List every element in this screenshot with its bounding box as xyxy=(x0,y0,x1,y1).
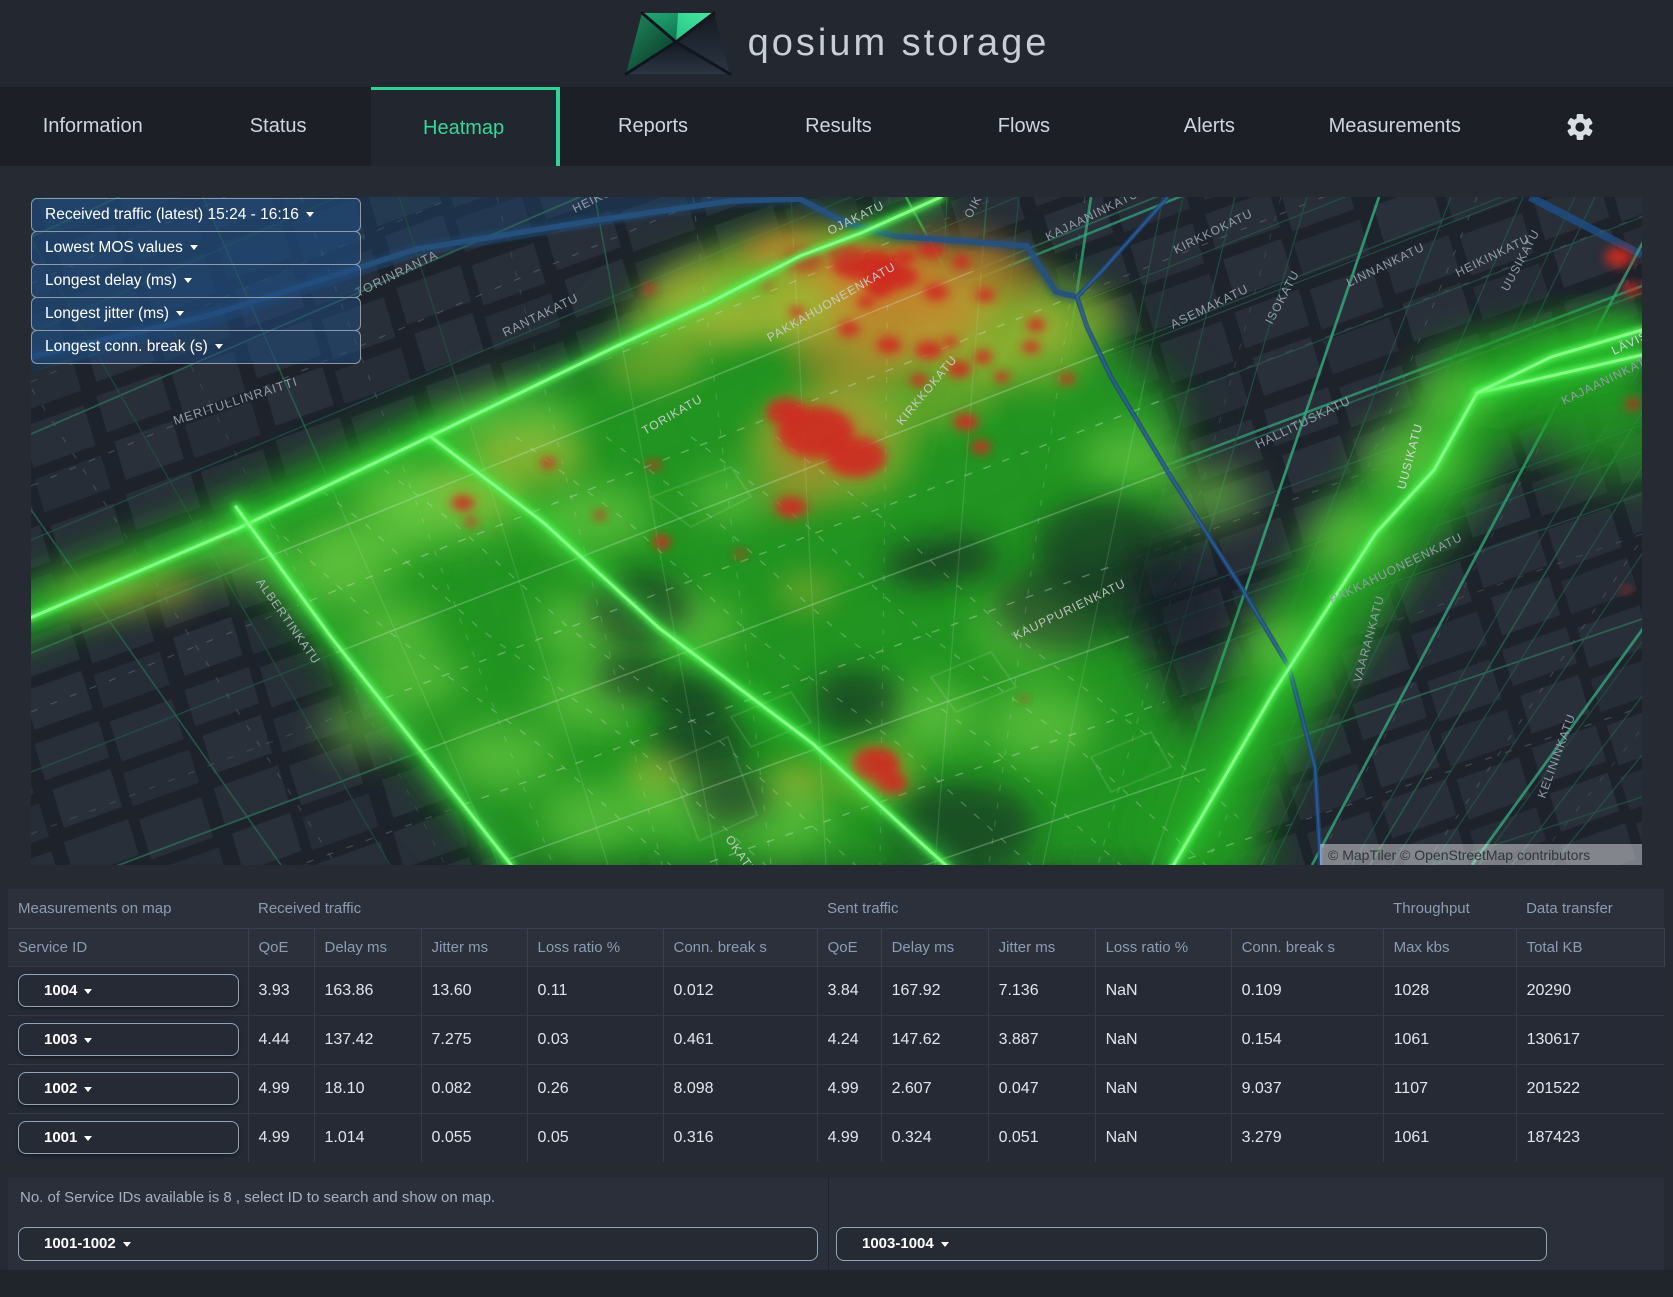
svg-text:© MapTiler © OpenStreetMap con: © MapTiler © OpenStreetMap contributors xyxy=(1328,847,1590,863)
